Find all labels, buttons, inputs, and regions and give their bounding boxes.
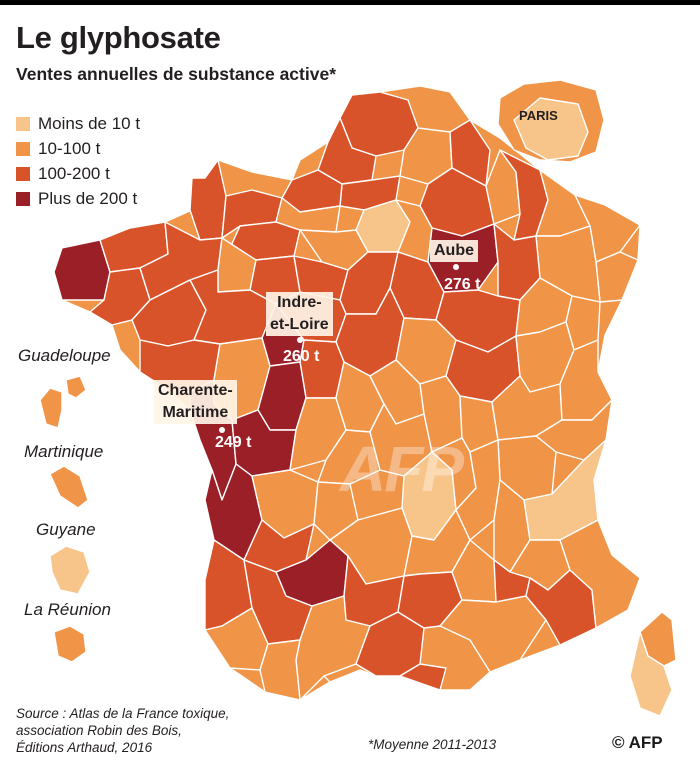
paris-inset-core [513,97,589,161]
page-subtitle: Ventes annuelles de substance active* [16,64,337,84]
page-title: Le glyphosate [16,20,221,55]
source-line: Source : Atlas de la France toxique, [16,706,230,721]
dept-ardeche [455,439,501,541]
dept-ardennes [449,119,491,187]
legend-swatch [16,167,30,181]
callout-name: Indre- [266,292,333,314]
source-line: association Robin des Bois, [16,723,182,738]
callout-name: Charente- [154,380,237,402]
callout-name: Maritime [154,402,237,424]
source-note: Source : Atlas de la France toxique, ass… [16,705,229,756]
callout-aube: Aube [430,240,478,262]
dept-bouches-du-rhone [439,595,547,673]
afp-watermark: AFP [340,433,464,505]
dept-corse-du-sud [629,631,673,717]
legend-label: 10-100 t [38,139,101,158]
legend-swatch [16,142,30,156]
legend-label: 100-200 t [38,164,110,183]
dept-alpes-maritimes [559,519,641,629]
callout-indre-et-loire: Indre- et-Loire [266,292,333,336]
callout-charente-maritime: Charente- Maritime [154,380,237,424]
marker-dot-aube [453,264,459,270]
legend-item-less-10: Moins de 10 t [16,112,140,136]
dept-pyrenees-orientales [399,663,447,691]
overseas-label-guyane: Guyane [36,520,96,539]
legend: Moins de 10 t 10-100 t 100-200 t Plus de… [16,112,140,212]
guadeloupe-shape [39,387,63,429]
footnote: *Moyenne 2011-2013 [368,737,497,752]
callout-name: Aube [430,240,478,262]
source-line: Éditions Arthaud, 2016 [16,740,153,755]
marker-dot-charente-maritime [219,427,225,433]
callout-name: et-Loire [266,314,333,336]
overseas-label-guadeloupe: Guadeloupe [18,346,111,365]
legend-item-100-200: 100-200 t [16,162,140,186]
dept-aude [355,611,425,677]
top-bar [0,0,700,5]
legend-label: Moins de 10 t [38,114,141,133]
callout-value-aube: 276 t [444,276,481,293]
legend-swatch [16,117,30,131]
reunion-shape [53,625,87,663]
legend-item-more-200: Plus de 200 t [16,187,140,211]
legend-item-10-100: 10-100 t [16,137,140,161]
guadeloupe-shape-2 [65,375,87,399]
callout-value-indre-et-loire: 260 t [283,348,320,365]
afp-copyright-logo: © AFP [612,733,663,752]
martinique-shape [49,465,89,509]
marker-dot-indre-et-loire [297,337,303,343]
dept-hautes-pyrenees [259,639,301,701]
callout-value-charente-maritime: 249 t [215,434,252,451]
guyane-shape [49,545,91,595]
legend-swatch [16,192,30,206]
overseas-label-martinique: Martinique [24,442,104,461]
overseas-label-reunion: La Réunion [24,600,111,619]
legend-label: Plus de 200 t [38,189,138,208]
paris-inset-label: PARIS [519,108,558,123]
